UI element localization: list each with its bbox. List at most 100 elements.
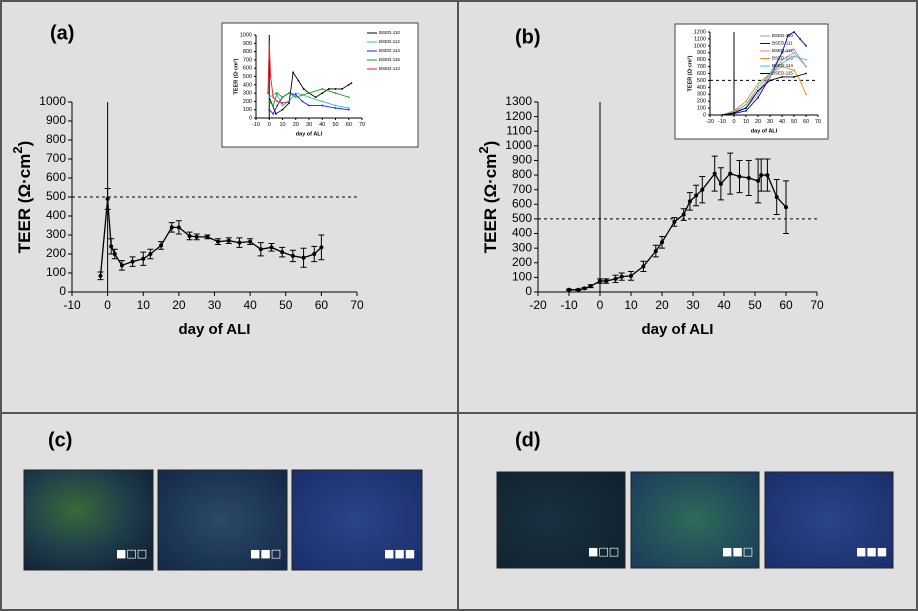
data-point [321,104,324,107]
micrograph [157,469,288,571]
y-tick-label: 400 [46,208,66,222]
data-point [294,93,297,96]
micrograph [630,471,760,569]
data-point [733,109,735,112]
data-point [781,51,783,54]
x-tick-label: 20 [655,298,669,312]
micrograph [23,469,154,571]
data-point [721,114,723,116]
data-point [321,100,324,103]
data-point [194,234,199,239]
data-point [687,199,692,204]
y-tick-label: 0 [249,115,252,121]
x-tick-label: 40 [243,298,257,312]
y-axis-label-part: 2 [476,146,491,153]
y-tick-label: 0 [59,284,66,298]
y-tick-label: 1000 [694,43,706,49]
data-point [312,252,317,256]
data-point [269,75,272,78]
y-tick-label: 700 [697,64,706,70]
data-point [694,193,699,198]
micrograph [496,471,626,569]
data-point [781,62,783,65]
legend-label: BSED-114 [772,63,793,68]
data-point [269,245,274,250]
data-point [757,96,759,99]
data-point [321,88,324,90]
data-point [757,93,759,96]
y-tick-label: 700 [243,57,252,63]
image-tag: ■□□ [116,547,147,560]
data-point [130,259,135,264]
data-point [205,234,210,239]
x-tick-label: 20 [755,119,761,125]
x-tick-label: 30 [306,122,312,128]
legend-label: BSED-112 [772,48,793,53]
data-point [272,112,275,115]
x-tick-label: 50 [791,119,797,125]
x-tick-label: 30 [208,298,222,312]
data-point [216,239,221,244]
data-point [327,88,330,90]
legend-label: BSED-114 [379,48,400,53]
data-point [787,34,789,37]
data-point [274,112,277,115]
x-tick-label: -20 [529,298,547,312]
data-point [281,96,284,99]
data-point [347,96,350,99]
data-point [319,245,324,250]
data-point [793,31,795,33]
data-point [248,239,253,244]
data-point [681,212,686,217]
y-tick-label: 300 [512,240,532,254]
data-point [759,173,764,178]
y-tick-label: 800 [512,167,532,181]
x-tick-label: -10 [252,122,260,128]
data-point [781,76,783,78]
data-point [757,82,759,85]
panel-label: (d) [515,429,541,451]
x-tick-label: 60 [803,119,809,125]
legend-label: BSED-112 [379,39,400,44]
panel-label: (a) [50,22,74,44]
charts: -10 0 10 20 30 40 50 60 700100200300400500600700… [10,22,829,338]
data-point [746,176,751,180]
data-point [281,108,284,111]
data-point [793,69,795,71]
data-line [721,73,807,116]
y-axis-label-part: TEER (Ω·cm [481,154,500,254]
x-tick-label: 40 [717,298,731,312]
data-point [582,286,587,291]
data-line [269,92,349,109]
data-point [347,83,350,86]
x-tick-label: 50 [279,298,293,312]
data-point [793,76,795,78]
x-tick-label: 0 [732,119,735,125]
data-point [334,92,337,94]
x-tick-label: 60 [315,298,329,312]
data-point [805,44,807,47]
x-tick-label: -10 [63,298,81,312]
inset [674,23,829,140]
y-tick-label: 900 [512,153,532,167]
data-point [288,92,291,94]
y-tick-label: 300 [46,227,66,241]
data-point [321,92,324,94]
data-point [660,240,664,245]
x-tick-label: 0 [597,298,604,312]
data-point [781,58,783,61]
y-tick-label: 1100 [506,123,532,137]
y-tick-label: 800 [46,132,66,146]
data-point [619,274,624,279]
data-point [774,195,779,199]
data-line [721,52,807,116]
data-point [567,287,571,292]
data-point [276,104,279,107]
data-point [176,225,181,230]
panel-label: (c) [48,429,72,451]
data-point [805,72,807,75]
y-tick-label: 1000 [240,32,252,38]
y-axis-label: TEER (Ω·cm²) [232,58,239,94]
x-axis-label: day of ALI [751,128,778,134]
data-point [769,79,771,82]
